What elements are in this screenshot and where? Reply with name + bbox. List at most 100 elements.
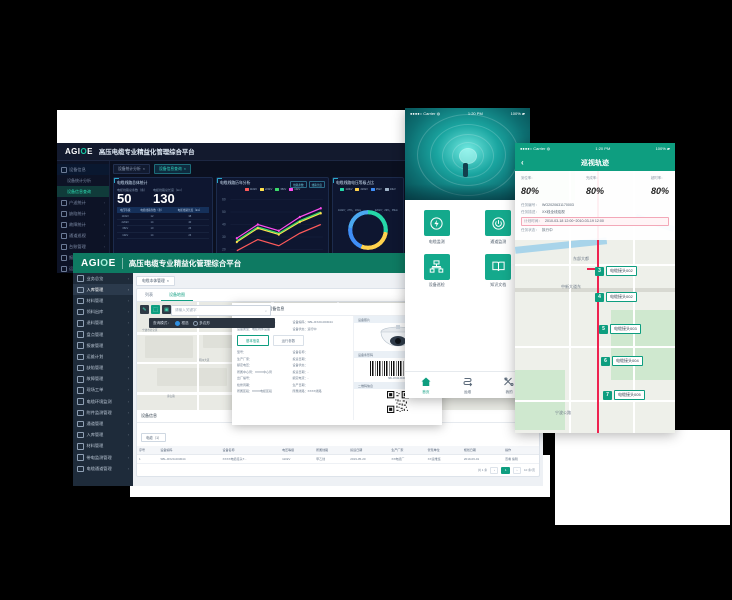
sidebar-item-defect-stats[interactable]: 缺陷统计 › <box>57 208 109 219</box>
sidebar-item-14[interactable]: 入库管理 › <box>73 430 133 441</box>
backing-plate-bottom-right <box>555 430 730 525</box>
search-icon[interactable]: ⌕ <box>264 308 267 313</box>
sidebar-item-10[interactable]: 现场工单 › <box>73 385 133 396</box>
stat-completion-rate: 完成率： 80% <box>586 175 604 199</box>
column-header: 生产厂家 <box>389 446 426 455</box>
radio-polygon[interactable]: 多边形 <box>192 320 210 326</box>
sidebar-item-2[interactable]: 材料管理 › <box>73 295 133 306</box>
logo-text-o: O <box>80 147 88 156</box>
table-pagination[interactable]: 共 1 条 ‹ 1 › 10 条/页 <box>137 464 539 476</box>
tab-ops[interactable]: 运维 <box>447 372 489 398</box>
sidebar-item-9[interactable]: 故障管理 › <box>73 374 133 385</box>
table-filter-bar: 电缆（1） <box>137 423 539 446</box>
table-cell: 1 <box>137 454 159 464</box>
subtab-list[interactable]: 列表 <box>145 291 153 297</box>
radio-box-select[interactable]: 框选 <box>174 320 189 326</box>
map-mode-bar[interactable]: 查询模式： 框选 多边形 <box>149 318 275 328</box>
sidebar-item-label: 缺陷管理 <box>86 365 104 371</box>
tab-cable-body[interactable]: 电缆本体管理 × <box>136 276 175 286</box>
green-sidebar[interactable]: 业务总览 › 入库管理 › 材料管理 › 领料出库 › 退料管理 › 盘点管理 › 报废管理 › 运维计划 ›… <box>73 273 133 486</box>
sidebar-item-7[interactable]: 运维计划 › <box>73 351 133 362</box>
stat-label: 完成率： <box>585 176 600 180</box>
tab-mine[interactable]: 我的 <box>488 372 530 398</box>
col-voltage: 电压等级 <box>117 207 134 214</box>
clear-tool-icon[interactable]: ▣ <box>162 305 171 314</box>
tab-home[interactable]: 首页 <box>405 372 447 398</box>
chevron-right-icon: › <box>127 455 129 460</box>
map-marker[interactable]: 3 电缆接头002 <box>595 266 637 276</box>
sidebar-item-6[interactable]: 报废管理 › <box>73 340 133 351</box>
tab-label: 首页 <box>422 389 430 394</box>
detail-field: 额定电流：- <box>292 376 309 380</box>
sidebar-item-0[interactable]: 业务总览 › <box>73 273 133 284</box>
pager-size[interactable]: 10 条/页 <box>523 468 535 472</box>
marker-label: 电缆接头004 <box>612 356 643 366</box>
wifi-icon: ◍ <box>436 111 441 116</box>
app-tile-device-patrol[interactable]: 设备巡检 <box>413 253 461 289</box>
modal-tab-params[interactable]: 运行参数 <box>272 335 305 346</box>
sidebar-item-device-info[interactable]: 设备信息 <box>57 164 109 175</box>
chart-legend: 110kV 220kV 35kV 10kV <box>220 188 325 191</box>
tab-device-stats[interactable]: 设备统计分析 × <box>113 164 150 174</box>
pager-next[interactable]: › <box>512 466 521 474</box>
sidebar-item-15[interactable]: 材料管理 › <box>73 441 133 452</box>
map-toolbar[interactable]: ✎ ⬚ ▣ <box>140 305 171 314</box>
sidebar-item-1[interactable]: 入库管理 › <box>73 284 133 296</box>
btn-line-length[interactable]: 线路长度 <box>308 181 325 188</box>
info-plan-time: 计划时间： 2010-03-18 12:00~2010-03-19 12:00 <box>521 217 669 226</box>
sidebar-item-5[interactable]: 盘点管理 › <box>73 329 133 340</box>
sidebar-item-8[interactable]: 缺陷管理 › <box>73 363 133 374</box>
sidebar-item-17[interactable]: 电缆通道管理 › <box>73 463 133 474</box>
marker-number: 7 <box>603 390 612 400</box>
menu-icon <box>77 398 84 405</box>
map-label: 泰山路 <box>167 395 175 398</box>
table-row[interactable]: 1 SBL-RX20-003044 XXXX电缆接头T... 110kV 甲乙线 2019… <box>137 454 539 464</box>
app-logo: AGIOE <box>81 258 116 269</box>
dashboard-sidebar[interactable]: 设备信息 设备统计分析 设备信息查询 户送统计 › 缺陷统计 › 故障统计 › 通道巡… <box>57 161 110 273</box>
sidebar-item-4[interactable]: 退料管理 › <box>73 318 133 329</box>
chart-toggle-group[interactable]: 线路条数 线路长度 <box>290 181 325 188</box>
tab-label: 设备信息查询 <box>159 166 182 171</box>
sidebar-item-transmission-stats[interactable]: 户送统计 › <box>57 197 109 208</box>
app-tile-knowledge-doc[interactable]: 知识文档 <box>475 253 523 289</box>
filter-pill-cable[interactable]: 电缆（1） <box>141 432 167 442</box>
btn-line-count[interactable]: 线路条数 <box>290 181 307 188</box>
app-tile-channel-monitor[interactable]: 通道监测 <box>475 210 523 245</box>
sidebar-item-fault-stats[interactable]: 故障统计 › <box>57 219 109 230</box>
pager-page-1[interactable]: 1 <box>501 466 510 474</box>
close-icon[interactable]: × <box>142 167 145 171</box>
map-marker[interactable]: 6 电缆接头004 <box>601 356 643 366</box>
pointer-tool-icon[interactable]: ✎ <box>140 305 149 314</box>
box-select-tool-icon[interactable]: ⬚ <box>151 305 160 314</box>
sub-tabbar: 列表 设备地图 <box>137 289 539 302</box>
marker-label: 电缆接头005 <box>614 390 645 400</box>
modal-tab-basic[interactable]: 基本信息 <box>237 335 269 346</box>
menu-icon <box>77 353 84 361</box>
sidebar-item-16[interactable]: 带电监测管理 › <box>73 452 133 463</box>
close-icon[interactable]: × <box>183 167 186 171</box>
page-title: 高压电缆专业精益化管理综合平台 <box>98 149 195 156</box>
sidebar-item-13[interactable]: 通道管理 › <box>73 418 133 429</box>
sidebar-item-ledger[interactable]: 台账管理 › <box>57 241 109 252</box>
sidebar-item-device-query[interactable]: 设备信息查询 <box>57 186 109 197</box>
close-icon[interactable]: × <box>166 279 169 283</box>
chevron-right-icon: › <box>103 233 105 238</box>
map-search-input[interactable]: 请输入关键字 ⌕ <box>171 305 271 316</box>
detail-field: 生产厂家： <box>237 356 253 361</box>
pager-prev[interactable]: ‹ <box>490 466 499 474</box>
sidebar-item-11[interactable]: 电缆环境监测 › <box>73 396 133 407</box>
tab-device-query[interactable]: 设备信息查询 × <box>154 164 191 174</box>
status-left: ●●●●○ Carrier ◍ <box>410 111 440 116</box>
sidebar-item-channel-patrol[interactable]: 通道巡视 › <box>57 230 109 241</box>
sidebar-item-device-stats[interactable]: 设备统计分析 <box>57 175 109 186</box>
subtab-device-map[interactable]: 设备地图 <box>161 289 193 301</box>
donut-legend: 110kV 220kV 35kV 10kV <box>336 188 400 191</box>
status-right: 100% ▰ <box>510 111 525 116</box>
map-marker[interactable]: 7 电缆接头005 <box>603 390 645 400</box>
chevron-left-icon[interactable]: ‹ <box>521 158 524 167</box>
sidebar-item-3[interactable]: 领料出库 › <box>73 307 133 318</box>
app-tile-cable-monitor[interactable]: 电缆监测 <box>413 210 461 245</box>
map-marker[interactable]: 4 电缆接头002 <box>595 292 637 302</box>
map-marker[interactable]: 5 电缆接头003 <box>599 324 641 334</box>
sidebar-item-12[interactable]: 附件监测管理 › <box>73 407 133 418</box>
